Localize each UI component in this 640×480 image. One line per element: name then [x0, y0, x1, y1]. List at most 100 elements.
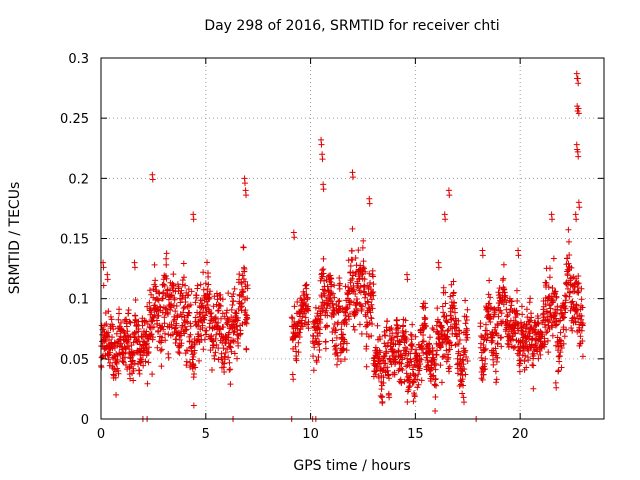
data-point: [501, 289, 508, 296]
data-point: [477, 320, 484, 327]
data-point: [490, 361, 497, 368]
data-point: [154, 344, 161, 351]
data-point: [329, 337, 336, 344]
data-point: [574, 306, 581, 313]
data-point: [292, 333, 299, 340]
data-point: [518, 324, 525, 331]
data-point: [573, 216, 580, 223]
data-point: [337, 341, 344, 348]
data-point: [486, 277, 493, 284]
data-point: [184, 292, 191, 299]
data-point: [336, 297, 343, 304]
data-point: [549, 324, 556, 331]
data-point: [539, 331, 546, 338]
data-point: [143, 345, 150, 352]
data-point: [380, 379, 387, 386]
data-point: [202, 305, 209, 312]
data-point: [578, 296, 585, 303]
data-point: [129, 352, 136, 359]
data-point: [334, 361, 341, 368]
data-point: [546, 265, 553, 272]
data-point: [514, 297, 521, 304]
data-point: [395, 348, 402, 355]
data-point: [459, 357, 466, 364]
data-point: [488, 339, 495, 346]
data-point: [124, 343, 131, 350]
data-point: [101, 322, 108, 329]
data-point: [135, 326, 142, 333]
data-point: [456, 328, 463, 335]
data-point: [512, 330, 519, 337]
data-point: [144, 303, 151, 310]
data-point: [519, 311, 526, 318]
data-point: [568, 324, 575, 331]
data-point: [330, 304, 337, 311]
data-point: [139, 334, 146, 341]
data-point: [439, 303, 446, 310]
data-point: [527, 317, 534, 324]
data-point: [377, 349, 384, 356]
data-point: [399, 354, 406, 361]
data-point: [100, 264, 107, 271]
data-point: [332, 327, 339, 334]
data-point: [569, 327, 576, 334]
data-point: [145, 344, 152, 351]
data-point: [369, 267, 376, 274]
data-point: [567, 289, 574, 296]
data-point: [508, 298, 515, 305]
data-point: [231, 285, 238, 292]
data-point: [328, 290, 335, 297]
data-point: [173, 303, 180, 310]
data-point: [187, 301, 194, 308]
data-point: [163, 255, 170, 262]
data-point: [527, 295, 534, 302]
data-point: [455, 340, 462, 347]
data-point: [295, 339, 302, 346]
data-point: [175, 349, 182, 356]
data-point: [383, 348, 390, 355]
data-point: [428, 365, 435, 372]
data-point: [162, 272, 169, 279]
data-point: [398, 360, 405, 367]
data-point: [359, 303, 366, 310]
data-point: [514, 310, 521, 317]
data-point: [478, 333, 485, 340]
data-point: [142, 358, 149, 365]
data-point: [552, 288, 559, 295]
data-point: [230, 338, 237, 345]
data-point: [138, 356, 145, 363]
data-point: [521, 358, 528, 365]
data-point: [304, 321, 311, 328]
data-point: [578, 285, 585, 292]
data-point: [453, 321, 460, 328]
data-point: [403, 338, 410, 345]
data-point: [502, 292, 509, 299]
data-point: [140, 362, 147, 369]
data-point: [347, 269, 354, 276]
data-point: [579, 338, 586, 345]
data-point: [143, 328, 150, 335]
data-point: [414, 376, 421, 383]
data-point: [550, 255, 557, 262]
data-point: [316, 340, 323, 347]
data-point: [330, 290, 337, 297]
data-point: [553, 384, 560, 391]
data-point: [459, 390, 466, 397]
data-point: [557, 337, 564, 344]
data-point: [322, 345, 329, 352]
data-point: [197, 281, 204, 288]
data-point: [343, 321, 350, 328]
data-point: [174, 281, 181, 288]
data-point: [534, 320, 541, 327]
data-point: [333, 334, 340, 341]
data-point: [503, 306, 510, 313]
data-point: [383, 327, 390, 334]
data-point: [293, 357, 300, 364]
data-point: [175, 283, 182, 290]
data-point: [437, 343, 444, 350]
data-point: [356, 321, 363, 328]
data-point: [231, 350, 238, 357]
x-tick-label: 0: [97, 427, 105, 442]
data-point: [153, 286, 160, 293]
data-point: [225, 290, 232, 297]
